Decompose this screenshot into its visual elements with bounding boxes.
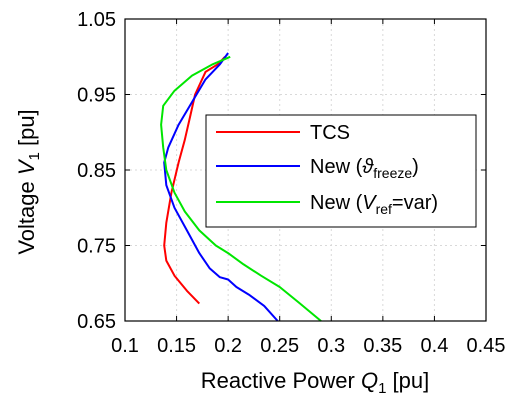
x-tick-label: 0.2 [214, 335, 242, 357]
legend: TCS New (ϑfreeze) New (Vref=var) [205, 114, 477, 228]
x-tick-label: 0.35 [363, 335, 402, 357]
x-tick-label: 0.3 [317, 335, 345, 357]
series-layer [160, 52, 322, 322]
legend-box [205, 114, 477, 228]
y-tick-label: 1.05 [77, 9, 116, 31]
y-tick-label: 0.65 [77, 311, 116, 333]
legend-label-new-vref: New (Vref=var) [310, 192, 438, 217]
y-tick-label: 0.95 [77, 85, 116, 107]
y-axis-label: Voltage V1 [pu] [14, 109, 43, 254]
series-line-2 [160, 55, 322, 322]
series-line-0 [163, 56, 226, 305]
x-tick-label: 0.4 [421, 335, 449, 357]
series-line-1 [163, 52, 279, 322]
ticks: 0.1 0.15 0.2 0.25 0.3 0.35 0.4 0.45 0.65 0.75 0.85… [77, 9, 505, 357]
x-tick-label: 0.45 [467, 335, 506, 357]
y-tick-label: 0.85 [77, 160, 116, 182]
x-axis-label: Reactive Power Q1 [pu] [201, 368, 429, 397]
legend-label-new-freeze: New (ϑfreeze) [310, 156, 419, 181]
x-tick-label: 0.1 [111, 335, 139, 357]
legend-label-tcs: TCS [310, 122, 350, 144]
y-tick-label: 0.75 [77, 236, 116, 258]
x-tick-label: 0.25 [260, 335, 299, 357]
x-tick-label: 0.15 [157, 335, 196, 357]
